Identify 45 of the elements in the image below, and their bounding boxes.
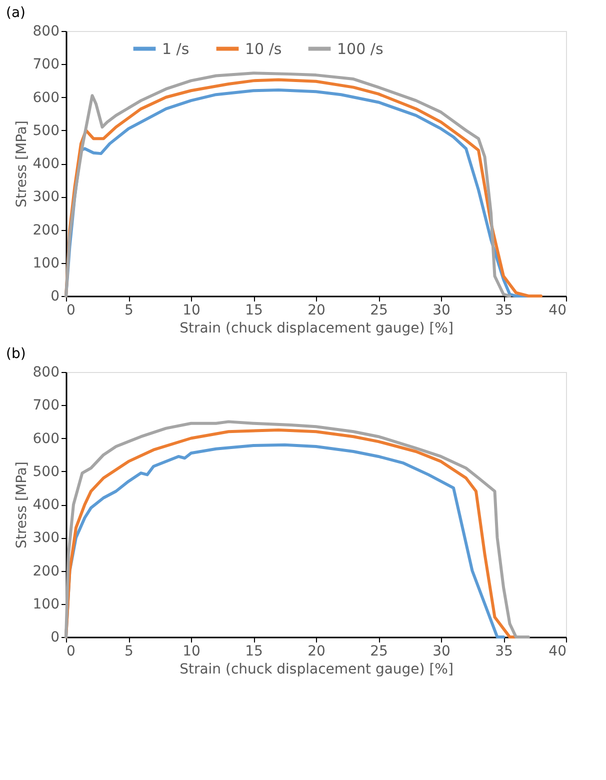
x-tick-label: 0 (66, 302, 76, 318)
x-tick-label: 10 (182, 302, 200, 318)
y-tick-label: 800 (32, 24, 60, 40)
y-axis-title: Stress [MPa] (14, 462, 30, 548)
y-tick-label: 200 (32, 563, 60, 580)
x-tick-label: 15 (245, 644, 263, 660)
x-tick-label: 0 (66, 644, 76, 660)
x-tick-label: 10 (182, 644, 200, 660)
y-tick-label: 500 (32, 122, 60, 139)
x-tick-label: 40 (548, 302, 566, 318)
y-tick-label: 400 (32, 156, 60, 172)
y-tick-label: 0 (50, 288, 60, 304)
x-tick-label: 30 (432, 644, 450, 660)
y-tick-label: 100 (32, 596, 60, 612)
chart-title: (b) (6, 346, 26, 362)
x-axis-title: Strain (chuck displacement gauge) [%] (180, 662, 454, 678)
x-tick-label: 20 (308, 302, 326, 318)
x-tick-label: 5 (124, 302, 134, 318)
y-tick-label: 700 (32, 56, 60, 73)
y-tick-label: 0 (50, 630, 60, 646)
legend-label: 100 /s (337, 40, 384, 58)
y-tick-label: 500 (32, 464, 60, 480)
x-tick-label: 25 (370, 302, 388, 318)
y-tick-label: 100 (32, 255, 60, 272)
x-axis-title: Strain (chuck displacement gauge) [%] (180, 320, 454, 336)
x-tick-label: 30 (432, 302, 450, 318)
x-tick-label: 15 (245, 302, 263, 318)
y-tick-label: 300 (32, 530, 60, 546)
y-tick-label: 800 (32, 364, 60, 380)
y-tick-label: 700 (32, 398, 60, 414)
legend-label: 10 /s (245, 40, 282, 58)
chart-title: (a) (6, 5, 26, 21)
y-tick-label: 200 (32, 222, 60, 238)
x-tick-label: 35 (495, 302, 513, 318)
x-tick-label: 5 (124, 644, 134, 660)
y-axis-title: Stress [MPa] (14, 120, 30, 208)
x-tick-label: 35 (495, 644, 513, 660)
x-tick-label: 25 (370, 644, 388, 660)
y-tick-label: 400 (32, 497, 60, 513)
y-tick-label: 600 (32, 430, 60, 447)
y-tick-label: 300 (32, 189, 60, 206)
legend-label: 1 /s (162, 40, 190, 58)
x-tick-label: 20 (308, 644, 326, 660)
y-tick-label: 600 (32, 90, 60, 106)
x-tick-label: 40 (548, 644, 566, 660)
